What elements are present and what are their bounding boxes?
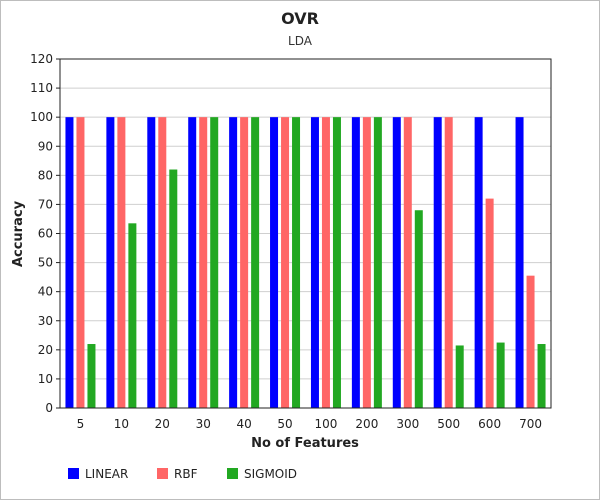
bar-rbf-200 bbox=[362, 117, 371, 409]
x-tick-label: 700 bbox=[519, 417, 542, 431]
bar-sigmoid-600 bbox=[496, 342, 505, 408]
y-tick-label: 50 bbox=[38, 256, 53, 270]
y-tick-label: 100 bbox=[30, 110, 53, 124]
x-tick-label: 500 bbox=[437, 417, 460, 431]
bar-rbf-10 bbox=[117, 117, 126, 409]
bar-linear-20 bbox=[147, 117, 156, 409]
bar-rbf-700 bbox=[526, 275, 535, 408]
bar-sigmoid-700 bbox=[537, 344, 546, 408]
bar-linear-200 bbox=[351, 117, 360, 409]
bar-linear-700 bbox=[515, 117, 524, 409]
bar-linear-600 bbox=[474, 117, 483, 409]
bar-rbf-40 bbox=[240, 117, 249, 409]
x-tick-label: 5 bbox=[77, 417, 85, 431]
x-tick-label: 100 bbox=[315, 417, 338, 431]
y-tick-label: 40 bbox=[38, 285, 53, 299]
x-tick-label: 600 bbox=[478, 417, 501, 431]
x-tick-label: 300 bbox=[396, 417, 419, 431]
y-tick-label: 80 bbox=[38, 168, 53, 182]
y-tick-label: 90 bbox=[38, 139, 53, 153]
bar-linear-300 bbox=[392, 117, 401, 409]
bar-rbf-50 bbox=[281, 117, 290, 409]
x-axis-label: No of Features bbox=[251, 436, 359, 451]
x-tick-label: 50 bbox=[277, 417, 292, 431]
bar-sigmoid-300 bbox=[414, 210, 423, 408]
chart-title: OVR bbox=[281, 9, 319, 28]
legend-label-rbf: RBF bbox=[174, 467, 198, 481]
bar-sigmoid-20 bbox=[169, 169, 178, 408]
legend: LINEAR RBF SIGMOID bbox=[68, 467, 297, 481]
legend-swatch-rbf bbox=[157, 468, 168, 479]
bar-sigmoid-500 bbox=[455, 345, 464, 408]
bar-linear-30 bbox=[188, 117, 197, 409]
bar-rbf-300 bbox=[403, 117, 412, 409]
bars bbox=[65, 117, 546, 409]
bar-sigmoid-200 bbox=[373, 117, 382, 409]
legend-swatch-sigmoid bbox=[227, 468, 238, 479]
legend-label-linear: LINEAR bbox=[85, 467, 128, 481]
y-axis-ticks: 0 10 20 30 40 50 60 70 80 90 100 110 120 bbox=[30, 52, 60, 415]
y-tick-label: 0 bbox=[45, 401, 53, 415]
bar-rbf-20 bbox=[158, 117, 167, 409]
y-axis-label: Accuracy bbox=[11, 200, 26, 267]
x-tick-label: 20 bbox=[155, 417, 170, 431]
bar-sigmoid-30 bbox=[210, 117, 219, 409]
bar-rbf-100 bbox=[321, 117, 330, 409]
bar-sigmoid-50 bbox=[292, 117, 301, 409]
x-tick-label: 40 bbox=[236, 417, 251, 431]
x-axis-ticks: 5 10 20 30 40 50 100 200 300 500 600 700 bbox=[77, 417, 542, 431]
y-tick-label: 120 bbox=[30, 52, 53, 66]
bar-linear-100 bbox=[310, 117, 319, 409]
bar-linear-5 bbox=[65, 117, 74, 409]
y-tick-label: 110 bbox=[30, 81, 53, 95]
y-tick-label: 60 bbox=[38, 227, 53, 241]
bar-rbf-30 bbox=[199, 117, 208, 409]
legend-swatch-linear bbox=[68, 468, 79, 479]
bar-sigmoid-10 bbox=[128, 223, 137, 408]
bar-rbf-5 bbox=[76, 117, 85, 409]
bar-sigmoid-5 bbox=[87, 344, 96, 408]
bar-linear-40 bbox=[229, 117, 238, 409]
bar-sigmoid-40 bbox=[251, 117, 260, 409]
bar-linear-10 bbox=[106, 117, 115, 409]
y-tick-label: 10 bbox=[38, 372, 53, 386]
x-tick-label: 200 bbox=[355, 417, 378, 431]
y-tick-label: 20 bbox=[38, 343, 53, 357]
chart-subtitle: LDA bbox=[288, 34, 313, 48]
bar-sigmoid-100 bbox=[332, 117, 341, 409]
bar-linear-500 bbox=[433, 117, 442, 409]
bar-linear-50 bbox=[270, 117, 279, 409]
bar-rbf-600 bbox=[485, 198, 494, 408]
legend-label-sigmoid: SIGMOID bbox=[244, 467, 297, 481]
x-tick-label: 30 bbox=[196, 417, 211, 431]
bar-rbf-500 bbox=[444, 117, 453, 409]
x-tick-label: 10 bbox=[114, 417, 129, 431]
y-tick-label: 70 bbox=[38, 197, 53, 211]
y-tick-label: 30 bbox=[38, 314, 53, 328]
grid bbox=[60, 87, 551, 380]
